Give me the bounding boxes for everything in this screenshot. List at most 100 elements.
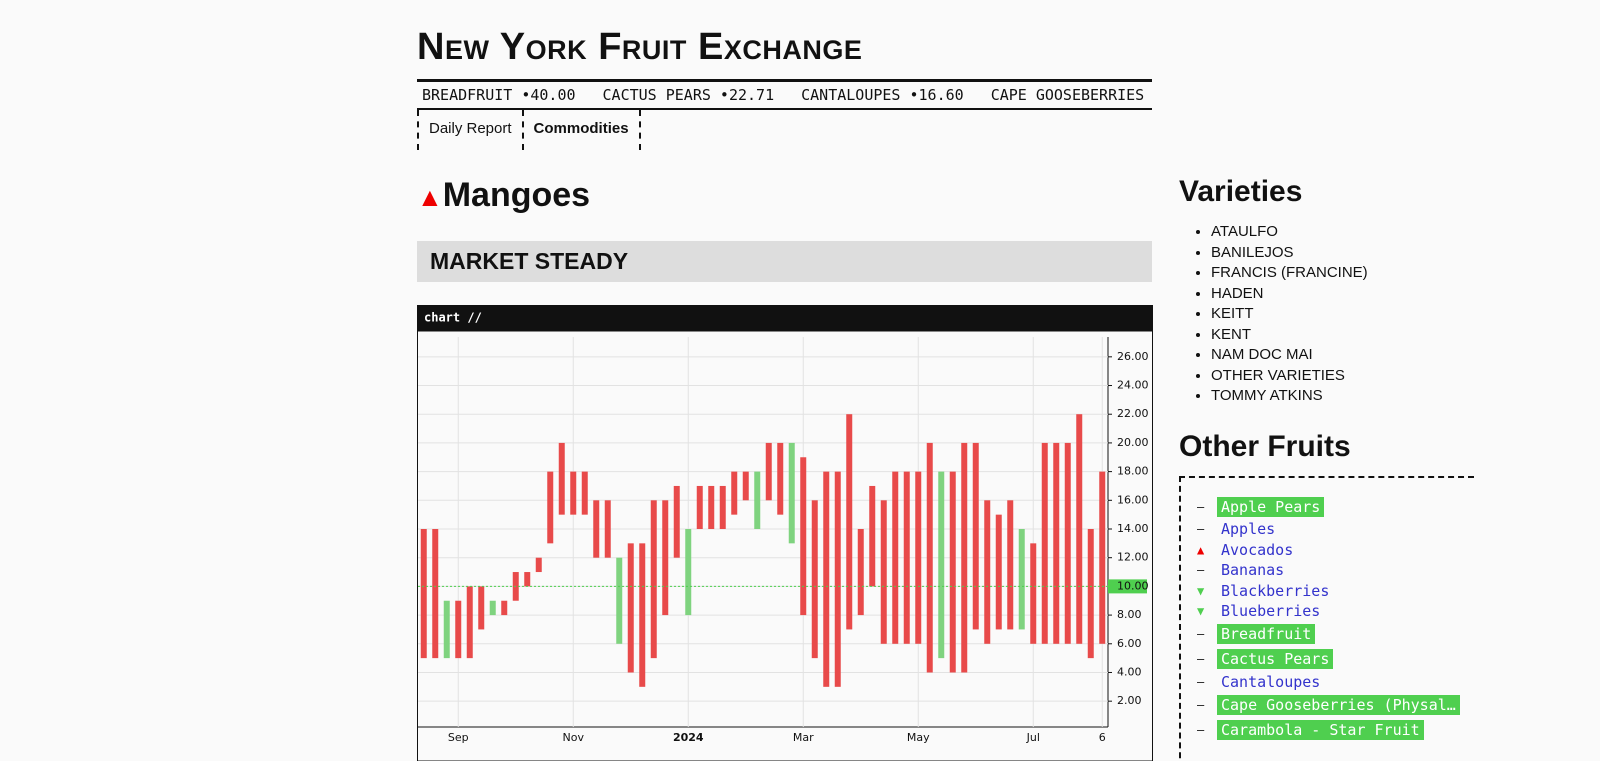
other-fruits-list: – Apple Pears – Apples ▲ Avocados – Bananas ▼ Bla… (1197, 494, 1474, 742)
ticker-price: 40.00 (530, 86, 576, 104)
variety-item[interactable]: HADEN (1211, 284, 1368, 305)
ticker-item: CANTALOUPES •16.60 (801, 86, 964, 104)
x-tick-label: Nov (563, 731, 585, 744)
price-bar (616, 557, 623, 644)
price-tag-label: 10.00 (1117, 579, 1149, 592)
y-tick-label: 22.00 (1117, 407, 1149, 420)
price-bar (823, 471, 830, 687)
price-bar (593, 500, 600, 558)
variety-item[interactable]: KEITT (1211, 304, 1368, 325)
fruit-link[interactable]: Apple Pears (1217, 496, 1325, 517)
price-bar (811, 500, 818, 659)
price-bar (777, 442, 784, 515)
fruit-link[interactable]: Bananas (1221, 561, 1285, 580)
fruit-item: – Cape Gooseberries (Physal… (1197, 692, 1474, 717)
price-bar (892, 471, 899, 644)
price-bar (570, 471, 577, 515)
fruit-link[interactable]: Cantaloupes (1221, 672, 1321, 691)
ticker-name: BREADFRUIT (422, 86, 513, 104)
ticker-name: CAPE GOOSEBERRIES (P (990, 86, 1152, 104)
tab[interactable]: Daily Report (417, 110, 522, 150)
fruit-link[interactable]: Blueberries (1221, 602, 1321, 621)
fruit-link[interactable]: Cactus Pears (1217, 649, 1334, 669)
ticker-item: CAPE GOOSEBERRIES (P (991, 86, 1152, 104)
price-bar (731, 471, 738, 515)
price-bar (903, 471, 910, 644)
ticker-bullet: • (900, 86, 919, 104)
trend-icon: ▼ (1197, 604, 1205, 619)
y-tick-label: 4.00 (1117, 665, 1142, 678)
price-bar (984, 500, 991, 644)
price-bar (869, 485, 876, 587)
trend-icon: – (1197, 697, 1205, 712)
price-tag (1108, 579, 1147, 594)
price-bar (466, 586, 473, 659)
price-bar (627, 543, 634, 673)
fruit-link[interactable]: Apples (1221, 520, 1276, 539)
fruit-item: – Breadfruit (1197, 622, 1474, 647)
trend-icon: – (1197, 627, 1205, 641)
y-tick-label: 6.00 (1117, 637, 1142, 650)
y-tick-label: 12.00 (1117, 551, 1149, 564)
price-bar (961, 442, 968, 673)
price-bar (696, 485, 703, 529)
x-tick-label: 6 (1099, 731, 1106, 744)
price-bar (995, 514, 1002, 630)
price-bar (708, 485, 715, 529)
fruit-item: ▲ Avocados (1197, 540, 1474, 561)
variety-item[interactable]: KENT (1211, 325, 1368, 346)
price-bar (1099, 471, 1106, 644)
fruit-item: – Apples (1197, 519, 1474, 540)
ticker-item: CACTUS PEARS •22.71 (603, 86, 775, 104)
trend-icon: ▼ (1197, 583, 1205, 598)
price-bar (1064, 442, 1071, 644)
price-bar (754, 471, 761, 529)
y-tick-label: 18.00 (1117, 465, 1149, 478)
fruit-item: ▼ Blueberries (1197, 601, 1474, 622)
fruit-item: – Carambola - Star Fruit (1197, 717, 1474, 742)
variety-item[interactable]: NAM DOC MAI (1211, 345, 1368, 366)
price-bar (524, 572, 531, 587)
price-bar (443, 600, 450, 659)
trend-icon: ▲ (1197, 542, 1205, 557)
x-tick-label: 2024 (673, 731, 704, 744)
tab-active[interactable]: Commodities (521, 110, 641, 150)
price-bar (489, 600, 496, 616)
y-tick-label: 20.00 (1117, 436, 1149, 449)
price-bar (800, 457, 807, 616)
variety-item[interactable]: OTHER VARIETIES (1211, 366, 1368, 387)
x-tick-label: Sep (448, 731, 469, 744)
price-bar (857, 529, 864, 616)
fruit-link[interactable]: Blackberries (1221, 581, 1330, 600)
market-status: MARKET STEADY (417, 241, 1152, 282)
price-bar (639, 543, 646, 687)
ticker-bullet: • (710, 86, 729, 104)
price-bar (719, 485, 726, 529)
price-bar (1087, 529, 1094, 659)
y-tick-label: 24.00 (1117, 379, 1149, 392)
trend-icon: – (1197, 522, 1205, 537)
x-tick-label: Jul (1026, 731, 1040, 744)
price-bar (1076, 414, 1083, 644)
site-title: New York Fruit Exchange (417, 26, 863, 68)
fruit-link[interactable]: Cape Gooseberries (Physal… (1217, 694, 1460, 715)
price-bar (915, 471, 922, 644)
ticker-name: CANTALOUPES (801, 86, 901, 104)
fruit-link[interactable]: Carambola - Star Fruit (1217, 719, 1424, 740)
chart-header (417, 305, 1153, 331)
fruit-link[interactable]: Avocados (1221, 540, 1294, 559)
price-bar (420, 529, 427, 659)
price-bar (926, 442, 933, 673)
fruit-item: – Bananas (1197, 560, 1474, 581)
price-bar (685, 529, 692, 616)
variety-item[interactable]: FRANCIS (FRANCINE) (1211, 263, 1368, 284)
trend-icon: – (1197, 563, 1205, 578)
ticker-price: 16.60 (918, 86, 964, 104)
variety-item[interactable]: ATAULFO (1211, 222, 1368, 243)
price-bar (547, 471, 554, 544)
ticker-name: CACTUS PEARS (602, 86, 711, 104)
fruit-link[interactable]: Breadfruit (1217, 624, 1316, 644)
variety-item[interactable]: TOMMY ATKINS (1211, 386, 1368, 407)
variety-item[interactable]: BANILEJOS (1211, 243, 1368, 264)
